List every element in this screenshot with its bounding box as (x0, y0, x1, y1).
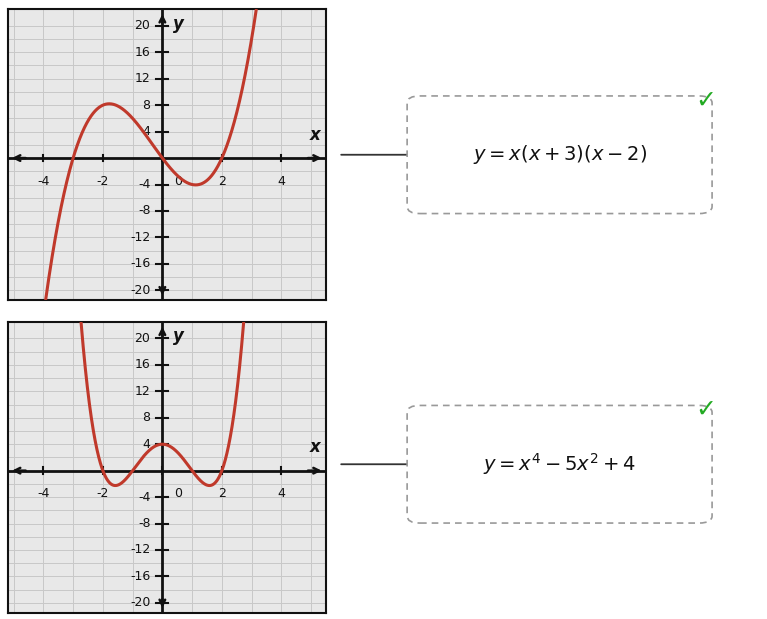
Text: $y = x^4 - 5x^2 + 4$: $y = x^4 - 5x^2 + 4$ (483, 451, 636, 477)
Text: x: x (309, 126, 320, 144)
Text: -4: -4 (37, 487, 50, 500)
Text: -12: -12 (130, 231, 150, 244)
Text: 4: 4 (278, 487, 285, 500)
FancyBboxPatch shape (407, 96, 712, 214)
Text: y: y (173, 15, 183, 33)
Text: 4: 4 (143, 125, 150, 138)
Text: -20: -20 (130, 284, 150, 297)
Text: 16: 16 (135, 46, 150, 59)
Text: y: y (173, 327, 183, 345)
FancyBboxPatch shape (407, 405, 712, 523)
Text: -20: -20 (130, 596, 150, 609)
Text: 12: 12 (135, 385, 150, 398)
Text: -4: -4 (37, 175, 50, 188)
Text: 2: 2 (218, 175, 225, 188)
Text: $y = x(x + 3)(x - 2)$: $y = x(x + 3)(x - 2)$ (472, 143, 647, 167)
Text: -2: -2 (97, 487, 109, 500)
Text: 20: 20 (134, 332, 150, 345)
Text: 20: 20 (134, 19, 150, 32)
Text: 4: 4 (143, 438, 150, 451)
Text: -4: -4 (138, 178, 150, 191)
Text: -8: -8 (138, 204, 150, 217)
Text: x: x (309, 438, 320, 456)
Text: -8: -8 (138, 517, 150, 530)
Text: 8: 8 (143, 411, 150, 424)
Text: 4: 4 (278, 175, 285, 188)
Text: -16: -16 (130, 258, 150, 271)
Text: 12: 12 (135, 72, 150, 85)
Text: -2: -2 (97, 175, 109, 188)
Text: ✓: ✓ (695, 89, 716, 113)
Text: -4: -4 (138, 491, 150, 504)
Text: -16: -16 (130, 570, 150, 583)
Text: ✓: ✓ (695, 398, 716, 422)
Text: 0: 0 (174, 175, 183, 188)
Text: 2: 2 (218, 487, 225, 500)
Text: -12: -12 (130, 543, 150, 556)
Text: 8: 8 (143, 98, 150, 111)
Text: 16: 16 (135, 358, 150, 371)
Text: 0: 0 (174, 487, 183, 500)
